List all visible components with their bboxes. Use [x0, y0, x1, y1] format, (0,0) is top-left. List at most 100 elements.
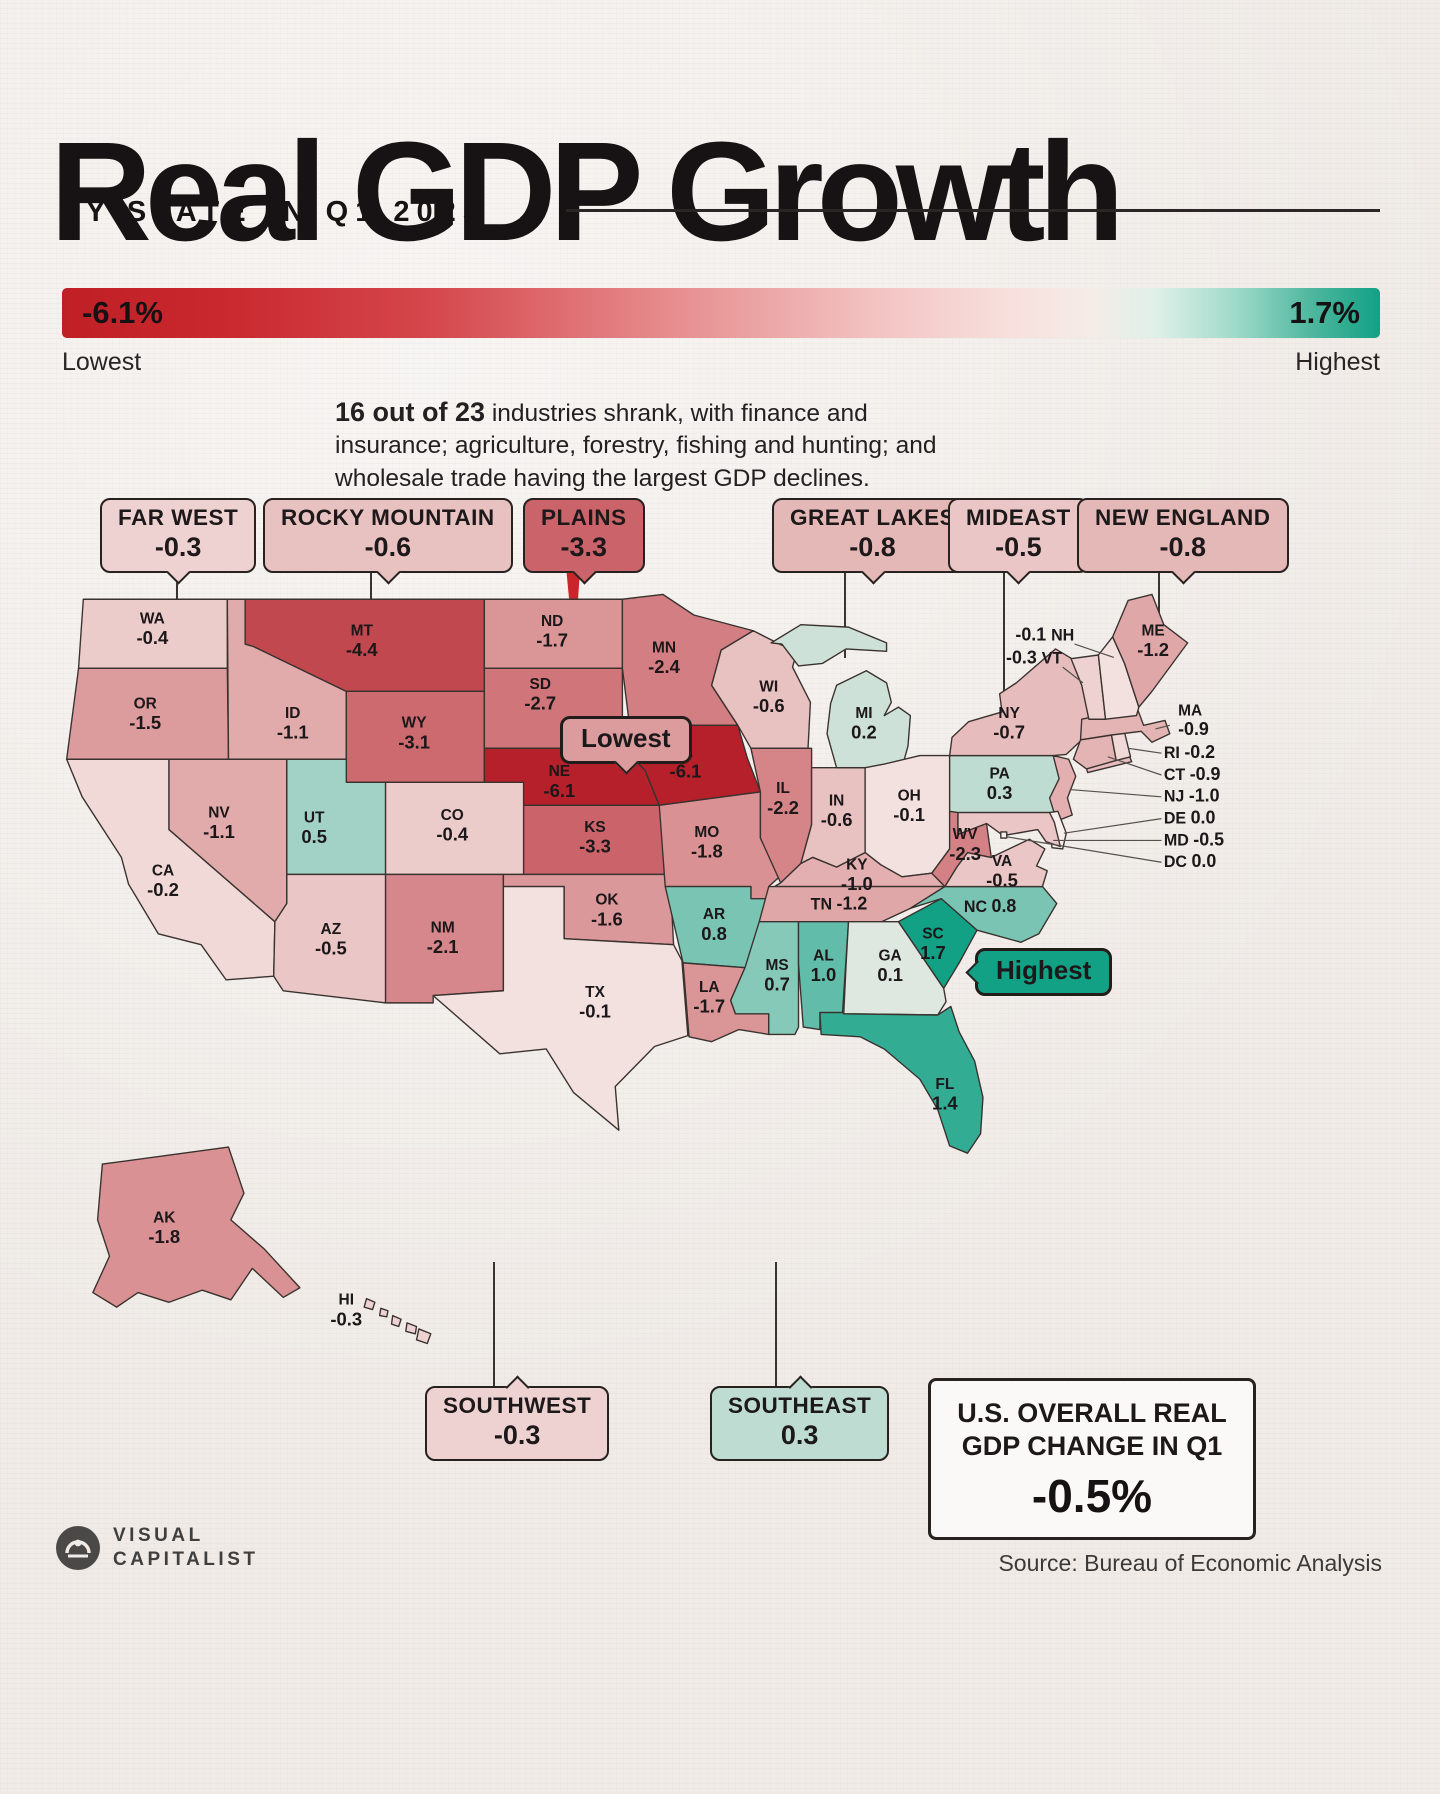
state-value-HI: -0.3	[330, 1308, 362, 1329]
state-value-NV: -1.1	[203, 821, 235, 842]
region-value: -0.6	[364, 532, 412, 562]
state-label-PA: PA	[989, 766, 1009, 783]
us-overall-callout: U.S. OVERALL REAL GDP CHANGE IN Q1 -0.5%	[928, 1378, 1256, 1540]
state-value-WI: -0.6	[753, 695, 785, 716]
state-label-WA: WA	[140, 610, 165, 627]
state-label-NJ: NJ -1.0	[1164, 786, 1220, 806]
state-label-IL: IL	[776, 780, 790, 797]
side-label-line-NJ	[1069, 788, 1162, 798]
region-name: SOUTHEAST	[728, 1393, 872, 1418]
region-callout-rocky-mountain: ROCKY MOUNTAIN -0.6	[263, 498, 513, 573]
state-label-SD: SD	[530, 676, 551, 693]
state-label-MS: MS	[765, 957, 788, 974]
state-label-VT: -0.3 VT	[1006, 647, 1062, 667]
region-value: -0.5	[995, 532, 1042, 562]
leader-line-southeast	[775, 1262, 777, 1388]
state-label-MA: MA	[1178, 702, 1202, 719]
state-label-TX: TX	[585, 984, 605, 1001]
state-label-ND: ND	[541, 613, 563, 630]
state-HI	[390, 1314, 402, 1328]
us-overall-label: U.S. OVERALL REAL GDP CHANGE IN Q1	[957, 1398, 1227, 1461]
region-name: PLAINS	[541, 505, 627, 530]
highest-annotation-label: Highest	[996, 955, 1092, 985]
scale-max-value: 1.7%	[1289, 295, 1360, 330]
region-callout-plains: PLAINS -3.3	[523, 498, 645, 573]
state-label-MN: MN	[652, 639, 676, 656]
state-label-CO: CO	[441, 807, 464, 824]
visual-capitalist-logo-icon	[56, 1525, 100, 1570]
region-callout-far-west: FAR WEST -0.3	[100, 498, 257, 573]
state-label-AZ: AZ	[321, 921, 342, 938]
state-label-DE: DE 0.0	[1164, 807, 1216, 827]
state-TN	[758, 885, 946, 923]
state-value-MI: 0.2	[851, 721, 877, 742]
state-label-NE: NE	[549, 763, 570, 780]
state-value-SC: 1.7	[920, 942, 946, 963]
state-ME	[1111, 593, 1189, 708]
state-value-WA: -0.4	[136, 627, 168, 648]
state-label-MD: MD -0.5	[1164, 829, 1224, 849]
state-value-CA: -0.2	[147, 879, 179, 900]
leader-line-southwest	[493, 1262, 495, 1388]
state-value-UT: 0.5	[301, 826, 327, 847]
state-value-ND: -1.7	[536, 629, 568, 650]
color-scale-bar: -6.1% 1.7%	[62, 288, 1380, 338]
state-label-UT: UT	[304, 809, 325, 826]
state-value-KS: -3.3	[579, 835, 611, 856]
brand-line1: VISUAL	[113, 1525, 204, 1546]
region-name: MIDEAST	[966, 505, 1071, 530]
region-name: FAR WEST	[118, 505, 239, 530]
brand-text: VISUAL CAPITALIST	[113, 1524, 258, 1572]
state-label-NV: NV	[208, 804, 230, 821]
state-TX	[432, 885, 689, 1131]
state-MD	[957, 811, 1061, 848]
state-value-MA: -0.9	[1178, 719, 1209, 739]
state-value-ID: -1.1	[277, 721, 309, 742]
state-value-AL: 1.0	[811, 964, 837, 985]
region-value: -0.8	[849, 532, 896, 562]
region-name: GREAT LAKES	[790, 505, 956, 530]
region-value: -3.3	[560, 532, 608, 562]
state-label-LA: LA	[699, 979, 720, 996]
state-value-NE: -6.1	[543, 780, 575, 801]
state-label-WV: WV	[953, 826, 978, 843]
state-label-VA: VA	[992, 853, 1012, 870]
state-value-LA: -1.7	[693, 995, 725, 1016]
lowest-annotation: Lowest	[560, 716, 692, 764]
state-label-MT: MT	[351, 622, 374, 639]
state-label-AR: AR	[703, 906, 725, 923]
region-callout-new-england: NEW ENGLAND -0.8	[1077, 498, 1289, 573]
state-value-OH: -0.1	[893, 804, 925, 825]
state-label-NH: -0.1 NH	[1015, 624, 1074, 644]
state-value-SD: -2.7	[524, 692, 556, 713]
state-label-ID: ID	[285, 705, 300, 722]
state-value-OR: -1.5	[129, 712, 161, 733]
state-SC	[897, 897, 978, 990]
side-label-line-DE	[1063, 818, 1162, 834]
state-label-AK: AK	[153, 1209, 176, 1226]
state-HI	[405, 1322, 418, 1335]
leader-line-great-lakes	[844, 558, 846, 658]
state-label-FL: FL	[935, 1076, 954, 1093]
region-value: -0.3	[493, 1420, 541, 1450]
state-label-HI: HI	[339, 1292, 354, 1309]
region-value: 0.3	[780, 1420, 819, 1450]
state-label-CA: CA	[152, 862, 174, 879]
region-callout-mideast: MIDEAST -0.5	[948, 498, 1089, 573]
state-label-OK: OK	[595, 892, 619, 909]
region-callout-southeast: SOUTHEAST 0.3	[710, 1386, 890, 1461]
state-label-CT: CT -0.9	[1164, 764, 1221, 784]
intro-text: industries shrank, with finance and insu…	[335, 399, 937, 492]
state-value-IA: -6.1	[670, 760, 702, 781]
scale-highest-label: Highest	[1295, 348, 1380, 376]
state-DC	[1000, 831, 1008, 839]
state-WI	[710, 630, 812, 750]
leader-line-new-england	[1158, 558, 1160, 650]
subtitle-rule	[566, 209, 1380, 212]
state-MI	[826, 670, 912, 769]
state-HI	[415, 1328, 432, 1345]
state-value-NM: -2.1	[427, 936, 459, 957]
state-value-IN: -0.6	[821, 809, 853, 830]
region-callout-great-lakes: GREAT LAKES -0.8	[772, 498, 974, 573]
